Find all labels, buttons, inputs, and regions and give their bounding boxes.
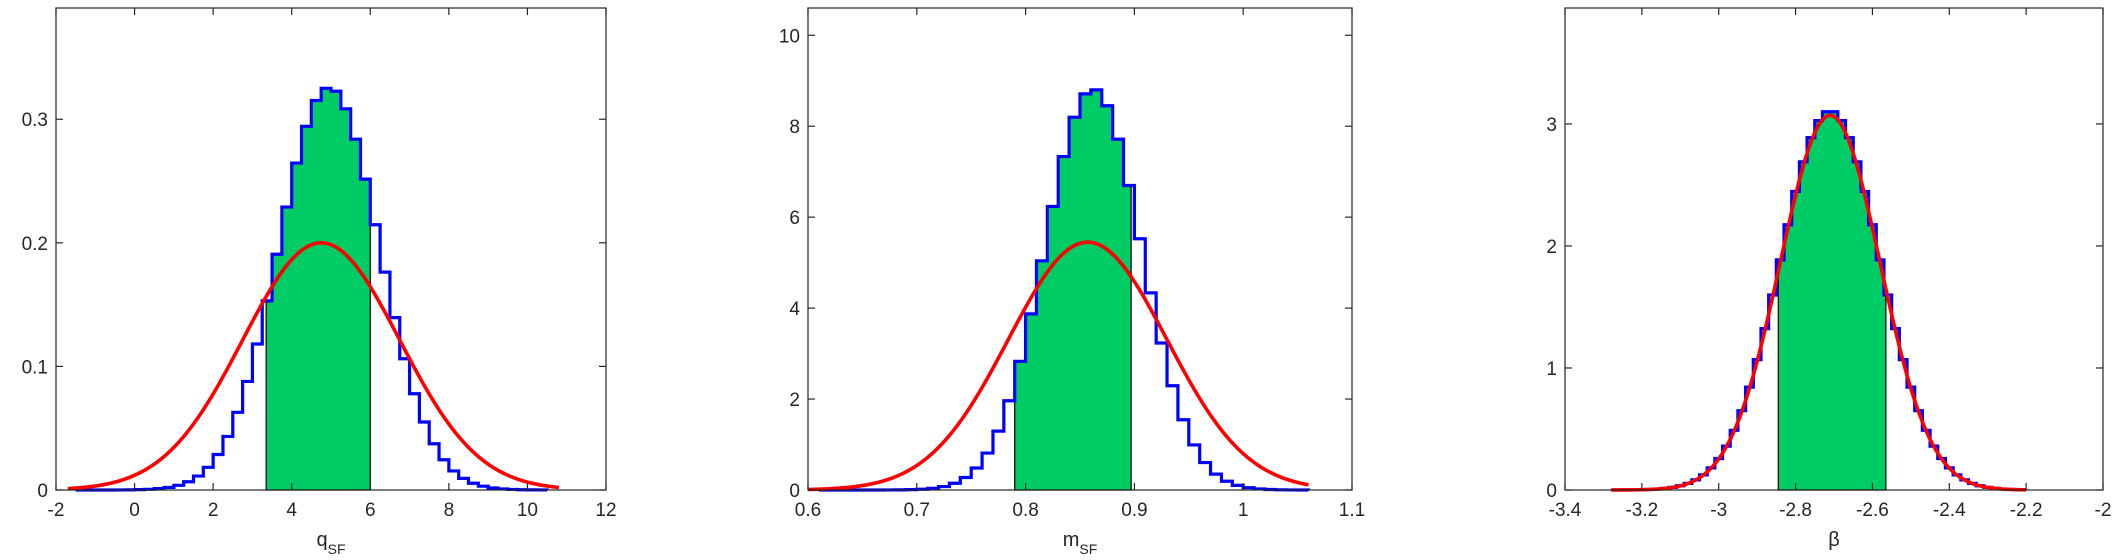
histogram-bin bbox=[1004, 401, 1015, 490]
y-tick-label: 8 bbox=[789, 117, 800, 138]
y-tick-label: 6 bbox=[789, 208, 800, 229]
x-tick-label: 4 bbox=[286, 500, 297, 521]
y-tick-label: 3 bbox=[1546, 115, 1557, 136]
x-tick-label: -2 bbox=[48, 500, 65, 521]
x-axis-label-subscript: SF bbox=[328, 541, 346, 557]
x-axis-label: qSF bbox=[316, 529, 345, 557]
axes-frame bbox=[807, 7, 1353, 491]
histogram-bin bbox=[982, 453, 993, 490]
x-tick-label: 2 bbox=[208, 500, 219, 521]
histogram-bin bbox=[1156, 343, 1167, 490]
x-tick-label: -3.4 bbox=[1549, 500, 1582, 521]
y-tick-label: 0.2 bbox=[22, 234, 48, 255]
y-tick-label: 0 bbox=[1546, 481, 1557, 502]
x-axis-label-main: m bbox=[1063, 529, 1080, 551]
normal-fit-curve bbox=[807, 240, 1309, 492]
histogram-bin bbox=[960, 478, 971, 490]
histogram-bin bbox=[1167, 386, 1178, 490]
histogram-bin bbox=[1178, 420, 1189, 490]
y-tick-label: 0.3 bbox=[22, 110, 48, 131]
x-tick-label: -2.4 bbox=[1933, 500, 1966, 521]
histogram-bin bbox=[1145, 293, 1156, 490]
credible-interval-fill bbox=[1014, 89, 1132, 491]
histogram-panel-beta: -3.4 -3.2 -3 -2.8 -2.6 -2.4 -2.2 -2 0 1 2 3 β bbox=[1546, 7, 2112, 551]
x-axis-label-main: q bbox=[316, 529, 327, 551]
histogram-bin bbox=[1200, 463, 1211, 490]
x-axis-label: mSF bbox=[1063, 529, 1098, 557]
histogram-panel-m-sf: 0.6 0.7 0.8 0.9 1 1.1 0 2 4 6 8 10 mSF bbox=[779, 7, 1365, 557]
x-tick-label: 0.8 bbox=[1012, 500, 1038, 521]
y-tick-label: 0 bbox=[789, 481, 800, 502]
x-tick-label: 1 bbox=[1238, 500, 1249, 521]
x-tick-label: -3 bbox=[1710, 500, 1727, 521]
histogram-outline bbox=[74, 86, 549, 492]
y-tick-label: 2 bbox=[789, 390, 800, 411]
histogram-bin bbox=[993, 431, 1004, 490]
x-tick-label: 1.1 bbox=[1339, 500, 1365, 521]
axes-frame bbox=[55, 7, 607, 491]
histogram-bin bbox=[1134, 239, 1145, 490]
x-axis-label-subscript: SF bbox=[1079, 541, 1097, 557]
histogram-bin bbox=[971, 468, 982, 490]
normal-fit-curve bbox=[1611, 113, 2027, 492]
x-tick-label: 0.9 bbox=[1121, 500, 1147, 521]
histogram-bin bbox=[1211, 474, 1222, 490]
normal-fit-curve bbox=[67, 241, 560, 491]
histogram-bin bbox=[1189, 445, 1200, 490]
y-tick-label: 10 bbox=[779, 26, 800, 47]
x-tick-label: 0.6 bbox=[795, 500, 821, 521]
x-tick-label: -2.2 bbox=[2010, 500, 2043, 521]
x-tick-label: 8 bbox=[444, 500, 455, 521]
x-tick-label: -2.6 bbox=[1856, 500, 1889, 521]
credible-interval-fill bbox=[1777, 111, 1887, 491]
x-tick-label: 10 bbox=[517, 500, 538, 521]
y-tick-label: 0 bbox=[37, 481, 48, 502]
x-axis-label: β bbox=[1828, 529, 1840, 551]
y-tick-label: 4 bbox=[789, 299, 800, 320]
x-tick-label: 0 bbox=[129, 500, 140, 521]
x-tick-label: -2 bbox=[2095, 500, 2112, 521]
axes-frame bbox=[1564, 7, 2104, 491]
y-tick-label: 1 bbox=[1546, 359, 1557, 380]
x-axis-label-main: β bbox=[1828, 529, 1840, 551]
x-tick-label: 6 bbox=[365, 500, 376, 521]
x-tick-label: -2.8 bbox=[1779, 500, 1812, 521]
y-tick-label: 2 bbox=[1546, 237, 1557, 258]
x-tick-label: -3.2 bbox=[1625, 500, 1658, 521]
y-tick-label: 0.1 bbox=[22, 357, 48, 378]
x-tick-label: 0.7 bbox=[904, 500, 930, 521]
x-tick-label: 12 bbox=[595, 500, 616, 521]
credible-interval-fill bbox=[265, 87, 371, 491]
